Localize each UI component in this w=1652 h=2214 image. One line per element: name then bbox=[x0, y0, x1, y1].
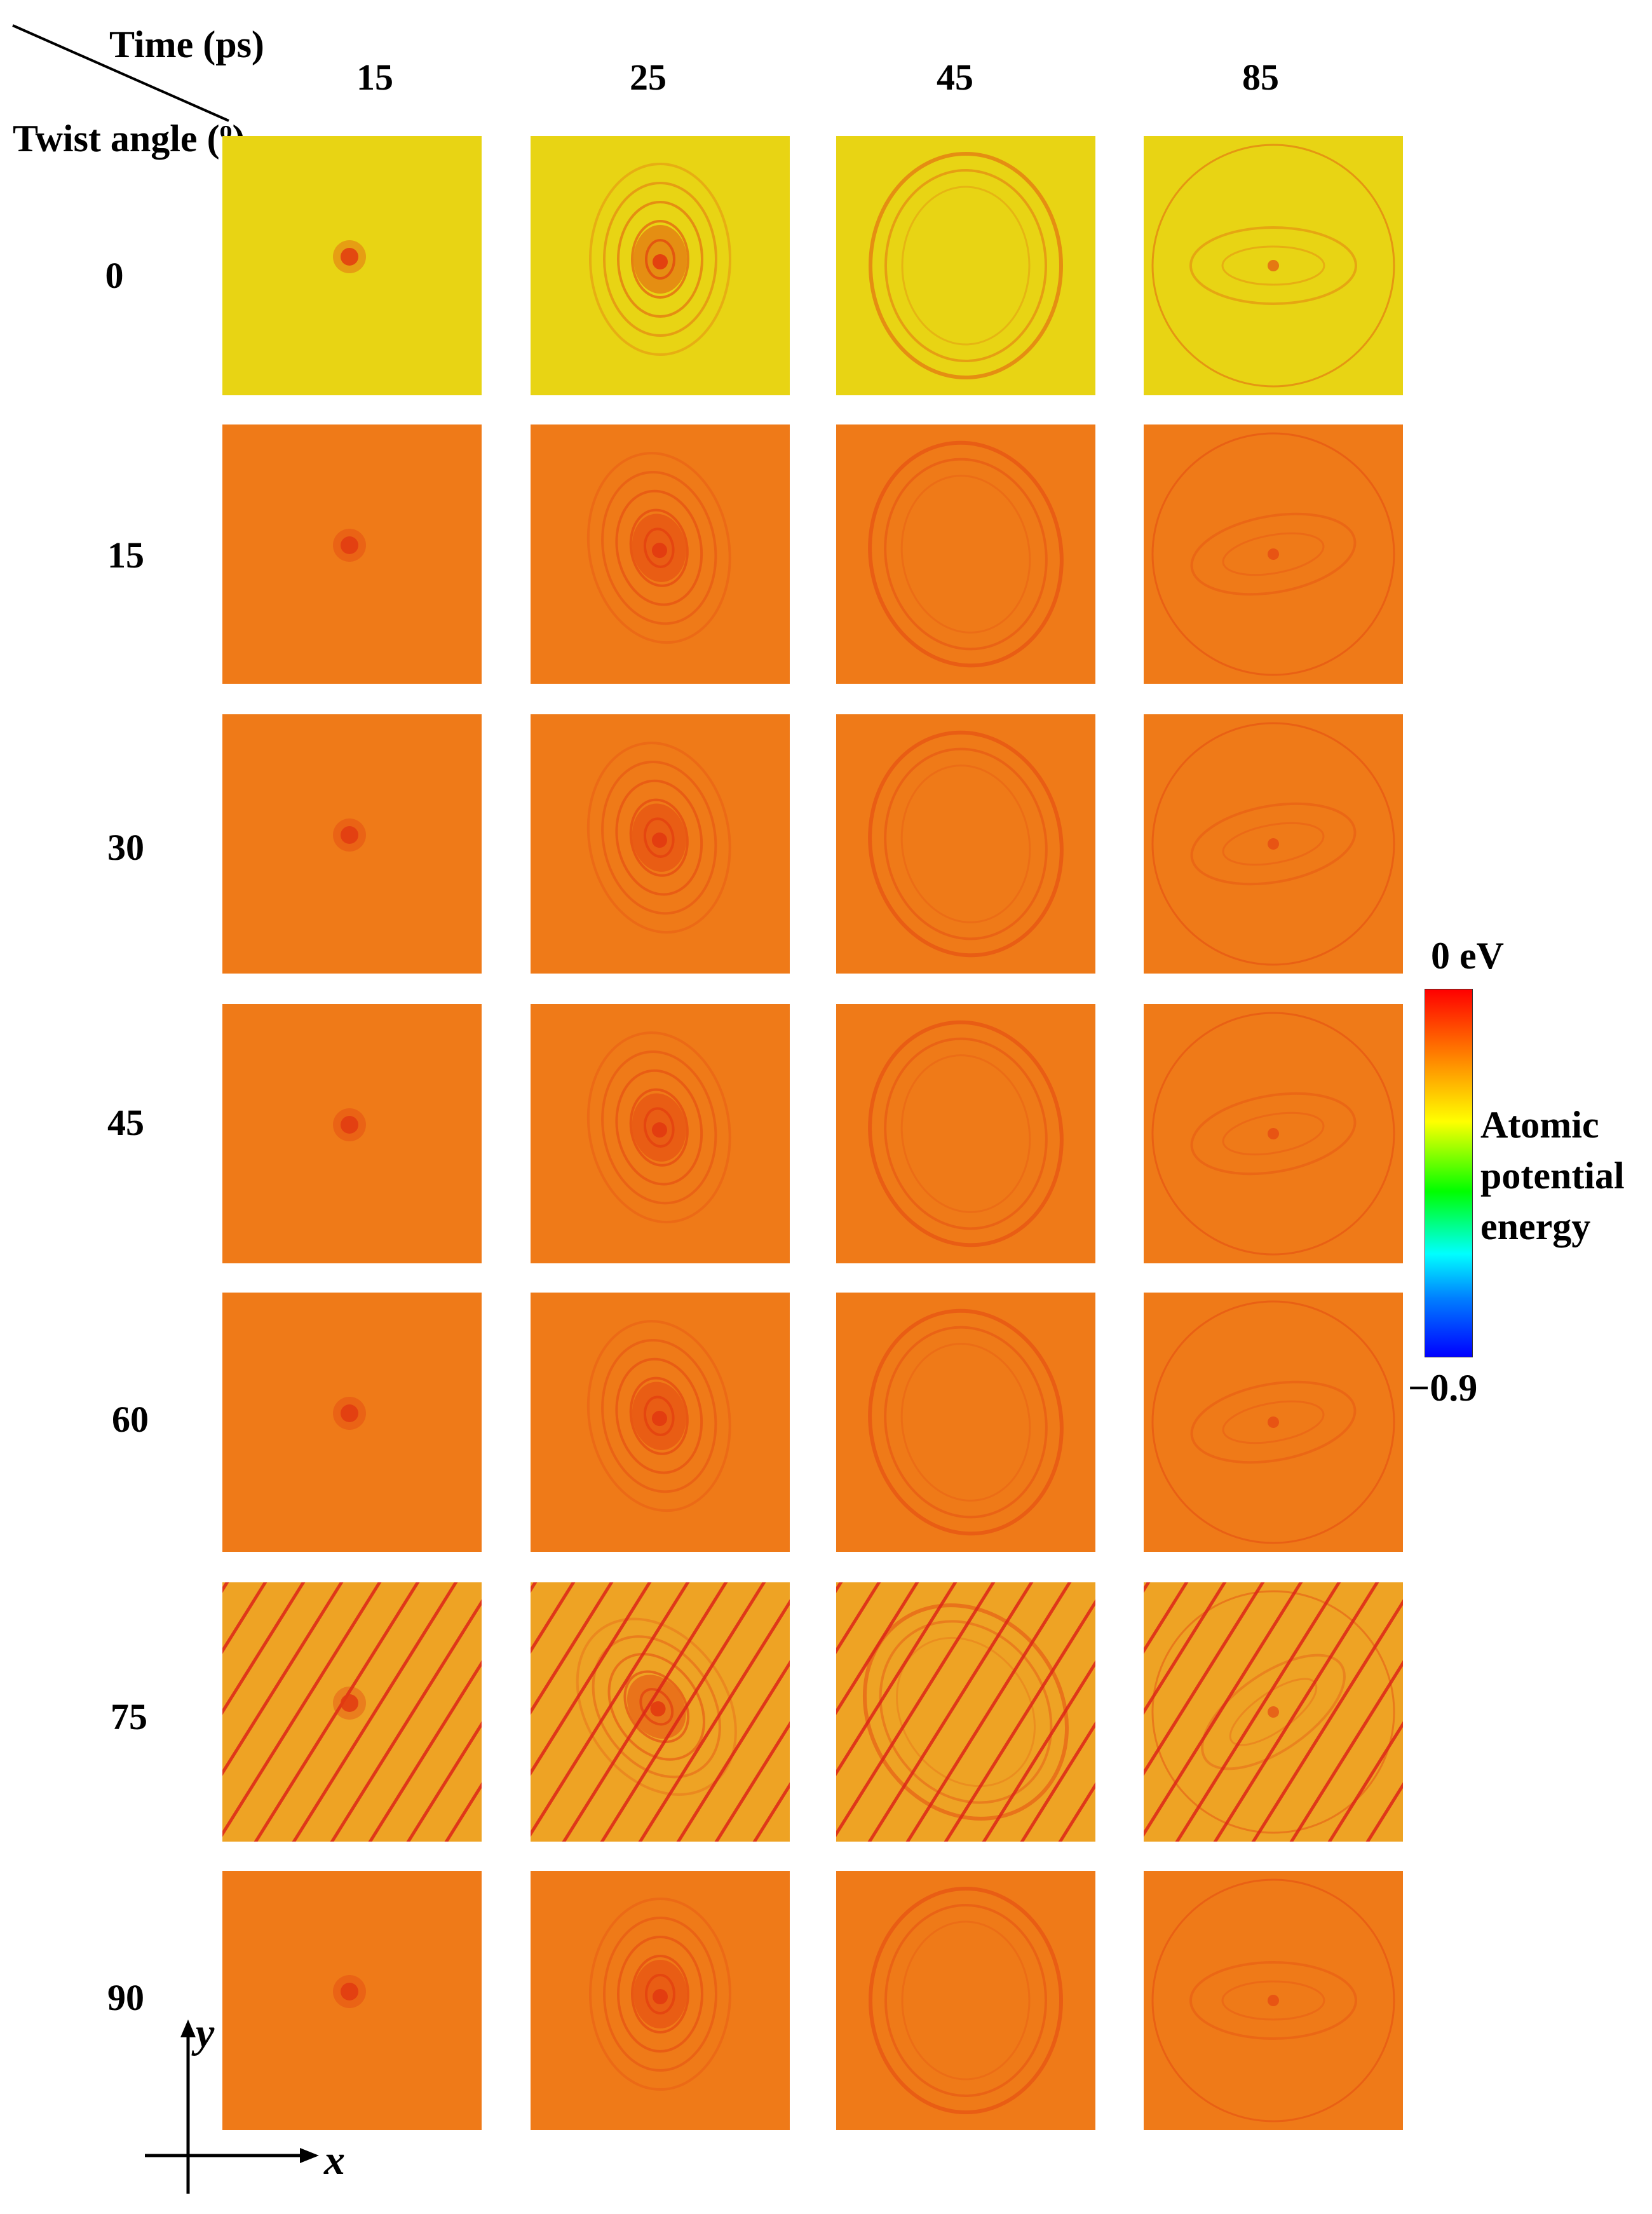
twist-angle-axis-label: Twist angle (o) bbox=[13, 115, 245, 160]
panel-angle-30-time-45 bbox=[836, 714, 1095, 974]
panel-angle-60-time-25 bbox=[531, 1293, 790, 1552]
panel-angle-45-time-85 bbox=[1144, 1004, 1403, 1263]
panel-angle-75-time-25 bbox=[531, 1582, 790, 1842]
colorbar bbox=[1425, 989, 1473, 1357]
time-axis-label: Time (ps) bbox=[109, 24, 264, 65]
column-header-time-85: 85 bbox=[1242, 57, 1279, 98]
x-axis-label: x bbox=[324, 2137, 345, 2183]
colorbar-max-label: 0 eV bbox=[1431, 935, 1504, 977]
panel-angle-90-time-15 bbox=[222, 1871, 482, 2130]
panel-angle-75-time-45 bbox=[836, 1582, 1095, 1842]
panel-angle-60-time-85 bbox=[1144, 1293, 1403, 1552]
panel-angle-0-time-45 bbox=[836, 136, 1095, 395]
header-diagonal-line bbox=[12, 24, 229, 122]
panel-angle-45-time-45 bbox=[836, 1004, 1095, 1263]
panel-angle-75-time-85 bbox=[1144, 1582, 1403, 1842]
panel-angle-60-time-45 bbox=[836, 1293, 1095, 1552]
panel-angle-75-time-15 bbox=[222, 1582, 482, 1842]
panel-angle-0-time-85 bbox=[1144, 136, 1403, 395]
panel-angle-60-time-15 bbox=[222, 1293, 482, 1552]
row-header-angle-0: 0 bbox=[105, 255, 124, 296]
panel-angle-15-time-85 bbox=[1144, 424, 1403, 684]
column-header-time-45: 45 bbox=[937, 57, 973, 98]
row-header-angle-60: 60 bbox=[112, 1399, 149, 1440]
panel-angle-30-time-25 bbox=[531, 714, 790, 974]
panel-angle-15-time-45 bbox=[836, 424, 1095, 684]
panel-angle-45-time-25 bbox=[531, 1004, 790, 1263]
panel-angle-30-time-15 bbox=[222, 714, 482, 974]
colorbar-title: Atomic potential energy bbox=[1480, 1104, 1625, 1247]
panel-angle-90-time-25 bbox=[531, 1871, 790, 2130]
row-header-angle-75: 75 bbox=[111, 1696, 147, 1737]
column-header-time-15: 15 bbox=[356, 57, 393, 98]
panel-angle-0-time-25 bbox=[531, 136, 790, 395]
panel-angle-30-time-85 bbox=[1144, 714, 1403, 974]
panel-angle-15-time-25 bbox=[531, 424, 790, 684]
xy-axes-icon bbox=[145, 2020, 319, 2194]
colorbar-min-label: −0.9 bbox=[1408, 1367, 1478, 1409]
panel-angle-15-time-15 bbox=[222, 424, 482, 684]
row-header-angle-90: 90 bbox=[107, 1977, 144, 2018]
panel-angle-0-time-15 bbox=[222, 136, 482, 395]
column-header-time-25: 25 bbox=[630, 57, 667, 98]
row-header-angle-30: 30 bbox=[107, 827, 144, 868]
panel-angle-90-time-85 bbox=[1144, 1871, 1403, 2130]
panel-angle-45-time-15 bbox=[222, 1004, 482, 1263]
row-header-angle-15: 15 bbox=[107, 534, 144, 576]
panel-angle-90-time-45 bbox=[836, 1871, 1095, 2130]
y-axis-label: y bbox=[196, 2010, 215, 2056]
row-header-angle-45: 45 bbox=[107, 1102, 144, 1143]
